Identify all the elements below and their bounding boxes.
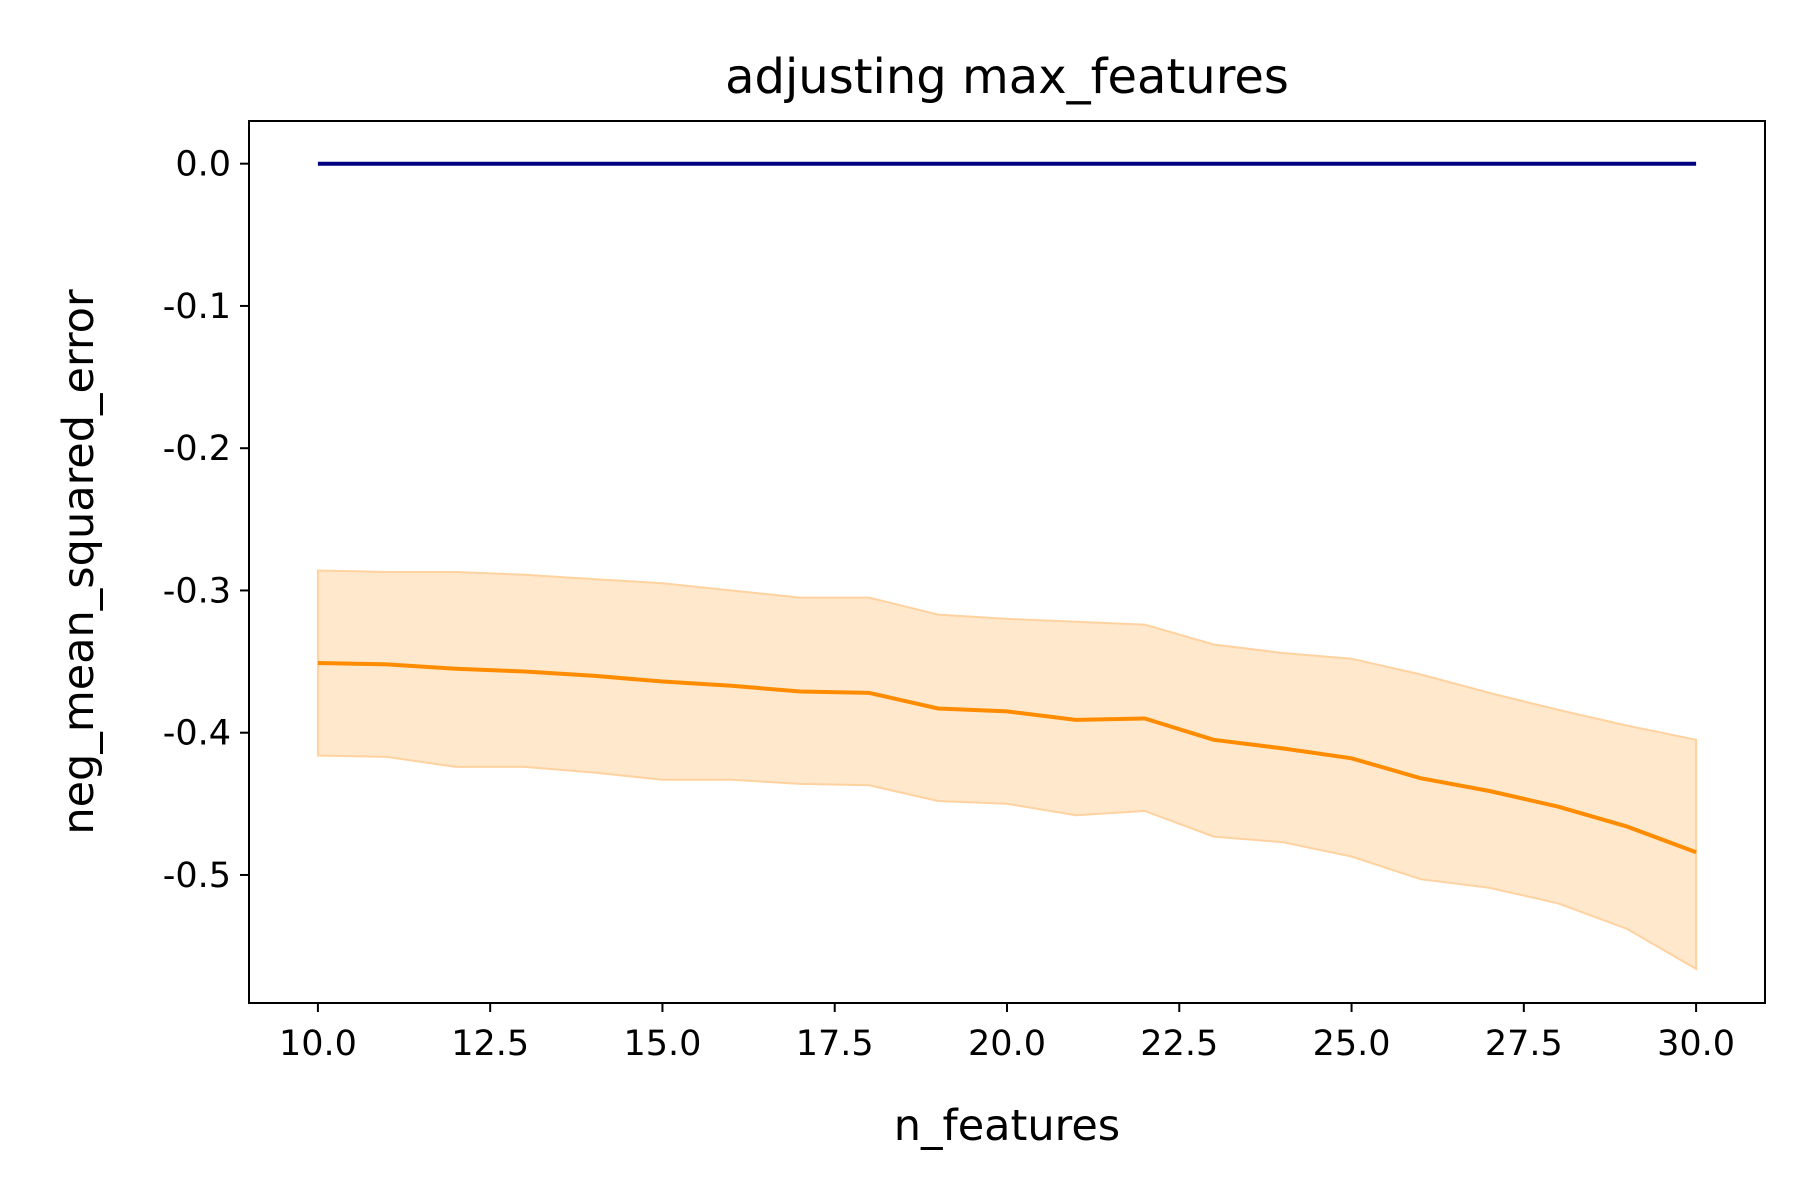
y-axis-label: neg_mean_squared_error [54, 289, 104, 835]
x-tick-label: 25.0 [1313, 1024, 1391, 1064]
chart-title: adjusting max_features [725, 49, 1289, 105]
x-axis-label: n_features [894, 1101, 1120, 1151]
y-tick-label: -0.3 [163, 571, 231, 611]
x-tick-label: 15.0 [623, 1024, 701, 1064]
series-1-line [317, 661, 1697, 855]
x-tick-label: 12.5 [451, 1024, 529, 1064]
x-tick-label: 27.5 [1485, 1024, 1563, 1064]
y-axis: 0.0 -0.1 -0.2 -0.3 -0.4 -0.5 [163, 145, 249, 896]
y-tick-label: -0.4 [163, 714, 231, 754]
y-tick-label: -0.5 [163, 856, 231, 896]
y-tick-label: 0.0 [175, 145, 231, 185]
x-tick-label: 22.5 [1140, 1024, 1218, 1064]
x-axis: 10.0 12.5 15.0 17.5 20.0 22.5 25.0 27.5 30.0 [279, 1003, 1735, 1064]
x-tick-label: 30.0 [1657, 1024, 1735, 1064]
x-tick-label: 20.0 [968, 1024, 1046, 1064]
x-tick-label: 10.0 [279, 1024, 357, 1064]
y-tick-label: -0.2 [163, 429, 231, 469]
series-1-band [316, 569, 1698, 971]
y-tick-label: -0.1 [163, 287, 231, 327]
plot-area [316, 161, 1698, 971]
x-tick-label: 17.5 [796, 1024, 874, 1064]
